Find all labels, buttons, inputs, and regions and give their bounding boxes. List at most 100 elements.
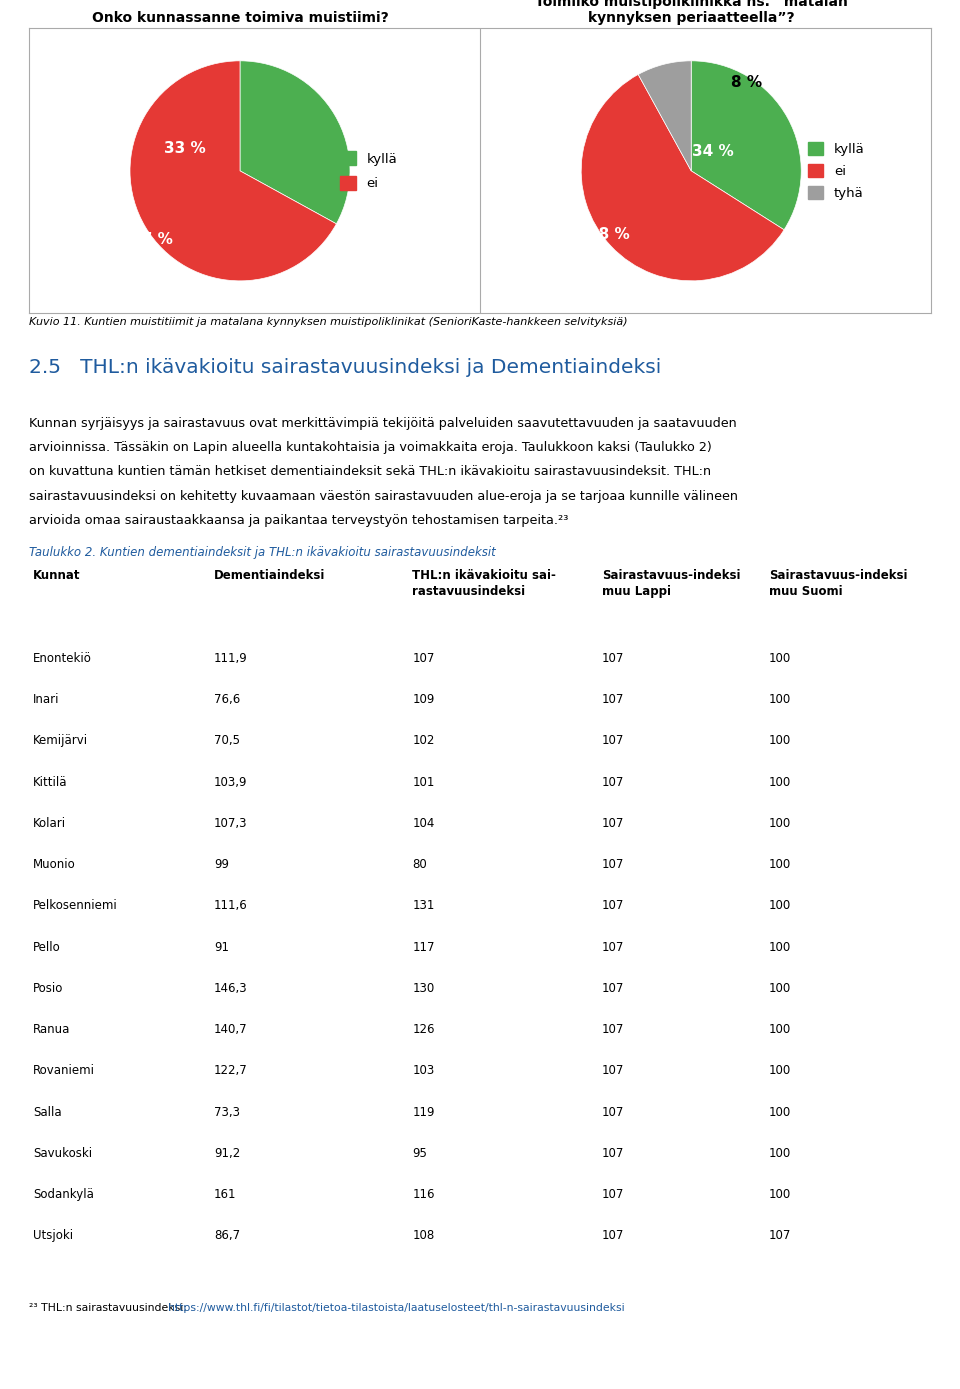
Text: Posio: Posio (34, 982, 63, 995)
Text: 100: 100 (769, 651, 791, 665)
Legend: kyllä, ei, tyhä: kyllä, ei, tyhä (803, 136, 870, 206)
Text: 100: 100 (769, 1106, 791, 1118)
Text: 146,3: 146,3 (214, 982, 248, 995)
Text: Kuvio 11. Kuntien muistitiimit ja matalana kynnyksen muistipoliklinikat (Seniori: Kuvio 11. Kuntien muistitiimit ja matala… (29, 317, 628, 326)
Text: 91,2: 91,2 (214, 1147, 240, 1160)
Title: Toimiiko muistipoliklinikka ns. “matalan
kynnyksen periaatteella”?: Toimiiko muistipoliklinikka ns. “matalan… (535, 0, 848, 25)
Text: 103: 103 (413, 1064, 435, 1078)
Text: Pello: Pello (34, 940, 61, 953)
Text: on kuvattuna kuntien tämän hetkiset dementiaindeksit sekä THL:n ikävakioitu sair: on kuvattuna kuntien tämän hetkiset deme… (29, 465, 711, 478)
Text: arvioida omaa sairaustaakkaansa ja paikantaa terveystyön tehostamisen tarpeita.²: arvioida omaa sairaustaakkaansa ja paika… (29, 514, 568, 526)
Text: 100: 100 (769, 982, 791, 995)
Text: 107: 107 (769, 1229, 791, 1242)
Text: Sairastavuus-indeksi
muu Suomi: Sairastavuus-indeksi muu Suomi (769, 569, 907, 599)
Text: 107: 107 (602, 1188, 624, 1201)
Text: 100: 100 (769, 817, 791, 829)
Title: Onko kunnassanne toimiva muistiimi?: Onko kunnassanne toimiva muistiimi? (91, 11, 389, 25)
Wedge shape (638, 61, 691, 171)
Text: sairastavuusindeksi on kehitetty kuvaamaan väestön sairastavuuden alue-eroja ja : sairastavuusindeksi on kehitetty kuvaama… (29, 490, 738, 503)
Text: 108: 108 (413, 1229, 435, 1242)
Text: 122,7: 122,7 (214, 1064, 248, 1078)
Text: 109: 109 (413, 693, 435, 706)
Text: Sodankylä: Sodankylä (34, 1188, 94, 1201)
Text: THL:n ikävakioitu sai-
rastavuusindeksi: THL:n ikävakioitu sai- rastavuusindeksi (413, 569, 556, 599)
Text: 91: 91 (214, 940, 228, 953)
Text: 107: 107 (602, 1147, 624, 1160)
Text: 107: 107 (602, 651, 624, 665)
Text: 101: 101 (413, 775, 435, 789)
Text: 70,5: 70,5 (214, 735, 240, 747)
Text: 80: 80 (413, 858, 427, 871)
Text: 111,9: 111,9 (214, 651, 248, 665)
Text: 67 %: 67 % (132, 232, 173, 247)
Text: 107: 107 (602, 693, 624, 706)
Text: ²³ THL:n sairastavuusindeksi:: ²³ THL:n sairastavuusindeksi: (29, 1303, 190, 1313)
Text: 100: 100 (769, 1064, 791, 1078)
Text: 100: 100 (769, 1188, 791, 1201)
Text: 107: 107 (602, 982, 624, 995)
Text: 86,7: 86,7 (214, 1229, 240, 1242)
Text: 130: 130 (413, 982, 435, 995)
Text: Kemijärvi: Kemijärvi (34, 735, 88, 747)
Text: 107: 107 (602, 1106, 624, 1118)
Text: Savukoski: Savukoski (34, 1147, 92, 1160)
Text: 100: 100 (769, 775, 791, 789)
Text: 107: 107 (602, 735, 624, 747)
Text: 107: 107 (602, 817, 624, 829)
Text: 100: 100 (769, 1024, 791, 1036)
Text: 107: 107 (602, 899, 624, 913)
Text: Kunnat: Kunnat (34, 569, 81, 582)
Text: 103,9: 103,9 (214, 775, 248, 789)
Text: Sairastavuus-indeksi
muu Lappi: Sairastavuus-indeksi muu Lappi (602, 569, 740, 599)
Text: 131: 131 (413, 899, 435, 913)
Text: Kolari: Kolari (34, 817, 66, 829)
Text: 119: 119 (413, 1106, 435, 1118)
Text: Ranua: Ranua (34, 1024, 71, 1036)
Text: Dementiaindeksi: Dementiaindeksi (214, 569, 325, 582)
Text: 100: 100 (769, 899, 791, 913)
Text: 107: 107 (602, 1229, 624, 1242)
Wedge shape (130, 61, 336, 281)
Text: Kittilä: Kittilä (34, 775, 68, 789)
Text: Utsjoki: Utsjoki (34, 1229, 73, 1242)
Text: 100: 100 (769, 1147, 791, 1160)
Text: 107: 107 (602, 940, 624, 953)
Text: 76,6: 76,6 (214, 693, 240, 706)
Text: Rovaniemi: Rovaniemi (34, 1064, 95, 1078)
Text: 100: 100 (769, 858, 791, 871)
Text: Salla: Salla (34, 1106, 62, 1118)
Text: 107: 107 (413, 651, 435, 665)
Text: 116: 116 (413, 1188, 435, 1201)
Text: 111,6: 111,6 (214, 899, 248, 913)
Legend: kyllä, ei: kyllä, ei (335, 146, 402, 196)
Text: 140,7: 140,7 (214, 1024, 248, 1036)
Text: 100: 100 (769, 940, 791, 953)
Text: 2.5   THL:n ikävakioitu sairastavuusindeksi ja Dementiaindeksi: 2.5 THL:n ikävakioitu sairastavuusindeks… (29, 358, 661, 378)
Text: 34 %: 34 % (692, 144, 734, 160)
Text: 99: 99 (214, 858, 228, 871)
Text: 33 %: 33 % (164, 142, 205, 157)
Text: Enontekiö: Enontekiö (34, 651, 92, 665)
Text: 161: 161 (214, 1188, 236, 1201)
Wedge shape (240, 61, 350, 224)
Text: 95: 95 (413, 1147, 427, 1160)
Text: Taulukko 2. Kuntien dementiaindeksit ja THL:n ikävakioitu sairastavuusindeksit: Taulukko 2. Kuntien dementiaindeksit ja … (29, 546, 495, 558)
Text: 58 %: 58 % (588, 226, 630, 242)
Text: 107: 107 (602, 1064, 624, 1078)
Wedge shape (691, 61, 802, 229)
Text: 107: 107 (602, 858, 624, 871)
Text: 73,3: 73,3 (214, 1106, 240, 1118)
Text: 100: 100 (769, 735, 791, 747)
Text: Muonio: Muonio (34, 858, 76, 871)
Text: Kunnan syrjäisyys ja sairastavuus ovat merkittävimpiä tekijöitä palveluiden saav: Kunnan syrjäisyys ja sairastavuus ovat m… (29, 417, 736, 429)
Text: arvioinnissa. Tässäkin on Lapin alueella kuntakohtaisia ja voimakkaita eroja. Ta: arvioinnissa. Tässäkin on Lapin alueella… (29, 442, 711, 454)
Text: 107,3: 107,3 (214, 817, 248, 829)
Text: 8 %: 8 % (731, 75, 762, 90)
Text: 102: 102 (413, 735, 435, 747)
Text: 117: 117 (413, 940, 435, 953)
Text: https://www.thl.fi/fi/tilastot/tietoa-tilastoista/laatuselosteet/thl-n-sairastav: https://www.thl.fi/fi/tilastot/tietoa-ti… (168, 1303, 625, 1313)
Text: Pelkosenniemi: Pelkosenniemi (34, 899, 118, 913)
Text: 126: 126 (413, 1024, 435, 1036)
Text: 107: 107 (602, 1024, 624, 1036)
Text: 104: 104 (413, 817, 435, 829)
